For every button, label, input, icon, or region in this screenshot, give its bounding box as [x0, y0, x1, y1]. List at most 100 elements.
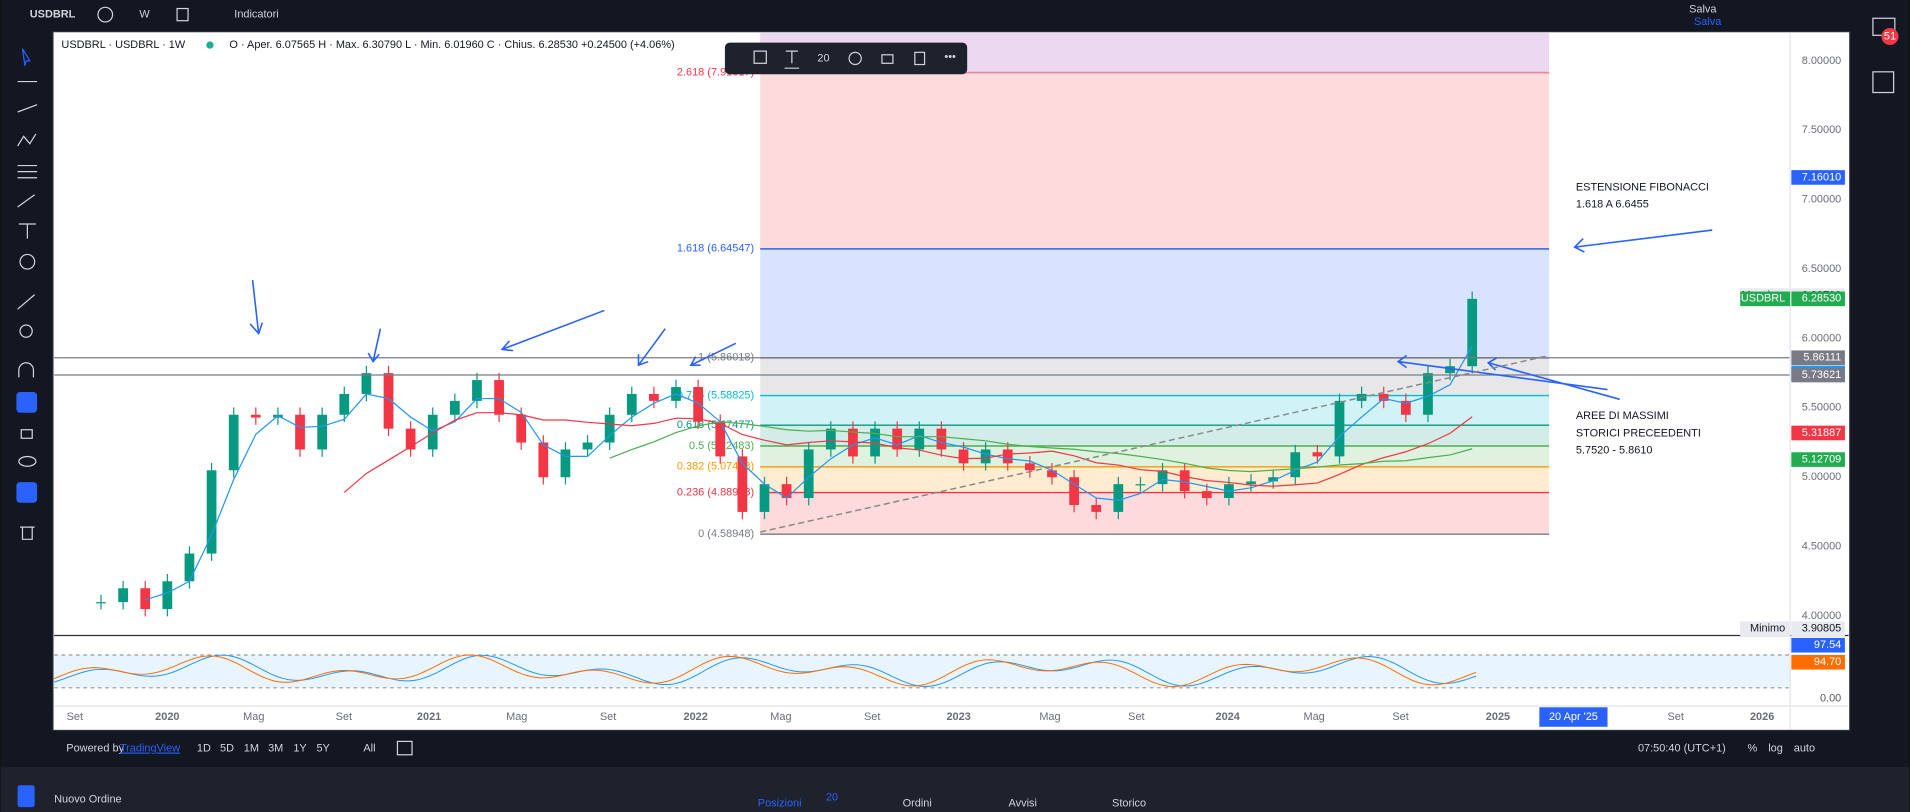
range-button[interactable]: 5D [220, 743, 234, 755]
add-icon[interactable] [97, 6, 114, 23]
watchlist-icon[interactable] [1872, 71, 1895, 94]
rsi-badge [1791, 637, 1845, 653]
x-tick-label: 2022 [684, 711, 708, 723]
x-tick-label: 2020 [155, 711, 179, 723]
fib-label: 0.236 (4.88938) [677, 486, 754, 498]
candle [1002, 449, 1013, 464]
hide-tool[interactable] [18, 455, 37, 467]
x-tick-label: Mag [506, 711, 527, 723]
y-tick-label: 8.00000 [1802, 55, 1842, 67]
percent-toggle[interactable]: % [1748, 743, 1758, 755]
trash-tool[interactable] [20, 526, 35, 540]
candle [184, 553, 195, 582]
price-badge-name-bg [1740, 291, 1791, 307]
save[interactable]: Salva [1689, 4, 1717, 16]
brush-tool[interactable] [17, 194, 36, 208]
candle [1135, 484, 1146, 486]
log-toggle[interactable]: log [1768, 743, 1783, 755]
positions-count: 20 [826, 791, 838, 803]
fib-band [760, 425, 1550, 447]
symbol[interactable]: USDBRL [30, 8, 76, 20]
candle [206, 470, 217, 554]
candle [848, 428, 858, 457]
fib-label: 0 (4.58948) [698, 528, 754, 540]
ruler-tool[interactable] [17, 294, 36, 310]
candle [737, 456, 748, 512]
text-color-btn[interactable] [784, 50, 800, 69]
cursor-tool[interactable] [21, 48, 31, 66]
template-btn[interactable] [753, 50, 767, 64]
notification-count: 51 [1884, 30, 1896, 42]
plot: 2.618 (7.91617)1.618 (6.64547)1 (5.86018… [54, 66, 1791, 617]
chart-area [52, 31, 1851, 732]
y-tick-label: 7.00000 [1802, 194, 1842, 206]
candle [250, 414, 261, 418]
range-button[interactable]: 5Y [316, 743, 330, 755]
right-sidebar: 51 [1872, 17, 1899, 94]
range-button[interactable]: 1Y [293, 743, 307, 755]
candle [449, 400, 460, 415]
lock-draw-tool[interactable] [16, 392, 38, 413]
candle [1268, 477, 1279, 482]
range-button[interactable]: All [363, 743, 375, 755]
more-btn[interactable]: ••• [944, 51, 956, 63]
candle [582, 442, 593, 450]
ma-short [145, 345, 1473, 601]
auto-toggle[interactable]: auto [1794, 743, 1815, 755]
legend: USDBRL · USDBRL · 1W [61, 39, 185, 51]
arrow [689, 342, 737, 367]
candle [958, 449, 969, 464]
tab[interactable]: Posizioni [758, 797, 802, 809]
range-button[interactable]: 1M [244, 743, 259, 755]
candle [118, 588, 128, 603]
fib-band [760, 492, 1550, 535]
tab[interactable]: Ordini [903, 797, 932, 809]
save-sub: Salva [1694, 16, 1722, 28]
lock-tool[interactable] [20, 429, 33, 439]
tab[interactable]: Storico [1112, 797, 1146, 809]
fib-band [760, 72, 1550, 249]
ma-long [609, 421, 1473, 473]
x-tick-label: 2025 [1486, 711, 1510, 723]
candle [162, 581, 173, 610]
fib-tool[interactable] [17, 164, 38, 179]
new-order[interactable]: Nuovo Ordine [54, 794, 121, 806]
price-badge-label: 5.12709 [1802, 453, 1842, 465]
price-badge-label: 3.90805 [1802, 623, 1842, 635]
candle [1157, 470, 1168, 485]
tab[interactable]: Avvisi [1009, 797, 1037, 809]
text-tool[interactable] [18, 223, 36, 239]
fib-band [760, 248, 1550, 358]
y-tick-label: 4.50000 [1802, 540, 1842, 552]
order-icon [17, 785, 35, 808]
x-tick-label: Mag [1303, 711, 1324, 723]
chart-type-icon[interactable] [176, 7, 189, 22]
link-tool[interactable] [16, 482, 38, 503]
range-button[interactable]: 1D [197, 743, 211, 755]
pattern-tool[interactable] [17, 133, 37, 147]
badge [1881, 28, 1899, 46]
magnet-tool[interactable] [18, 362, 35, 378]
fib-band [760, 446, 1550, 467]
date-range-icon[interactable] [396, 740, 413, 756]
zoom-tool[interactable] [19, 324, 33, 338]
delete-btn[interactable] [914, 51, 926, 66]
settings-btn[interactable] [848, 51, 862, 66]
candle [803, 449, 814, 499]
ohlc: O · Aper. 6.07565 H · Max. 6.30790 L · M… [229, 39, 674, 51]
brand-link[interactable]: TradingView [120, 743, 180, 755]
candle [825, 428, 836, 450]
emoji-tool[interactable] [19, 253, 36, 270]
indicators[interactable]: Indicatori [234, 8, 278, 20]
range-button[interactable]: 3M [268, 743, 283, 755]
drawing-toolbar: 20 ••• [724, 42, 968, 75]
candle [1025, 463, 1035, 471]
annotations: ESTENSIONE FIBONACCI 1.618 A 6.6455 AREE… [1576, 181, 1709, 456]
lock-btn[interactable] [881, 54, 894, 64]
trend-tool[interactable] [17, 104, 38, 113]
arrow [1396, 354, 1608, 391]
font-size[interactable]: 20 [817, 52, 829, 64]
candle [339, 393, 350, 415]
interval[interactable]: W [139, 8, 150, 20]
